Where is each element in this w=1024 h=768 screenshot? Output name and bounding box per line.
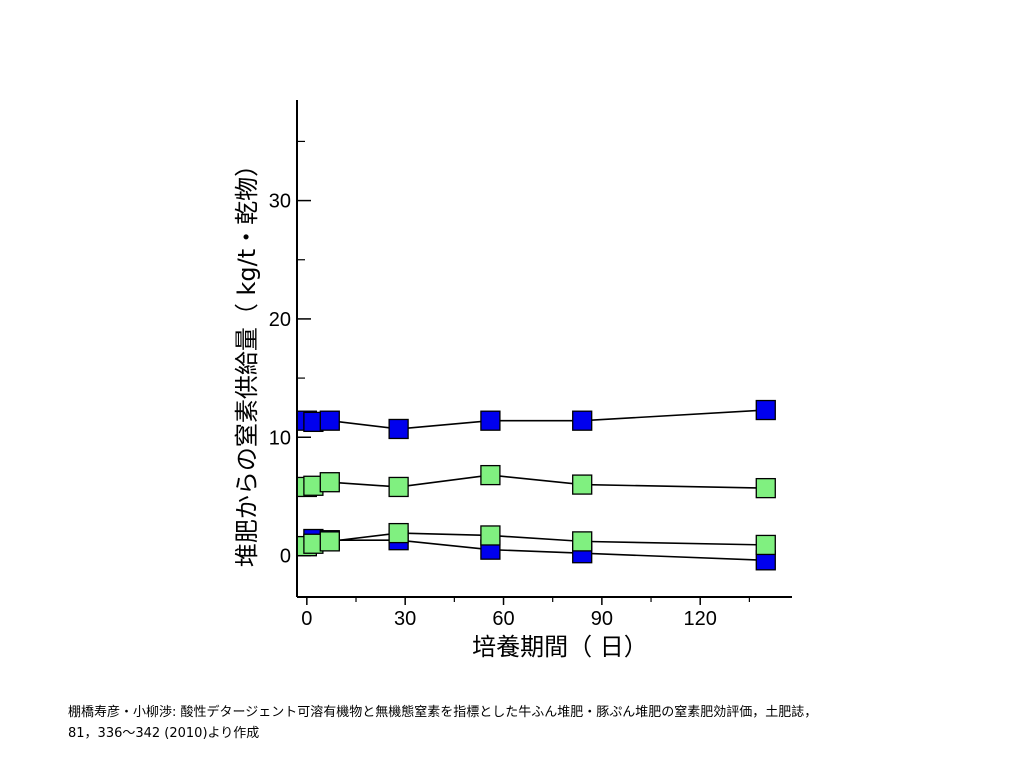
series-1-line	[306, 409, 766, 430]
y-tick-label: 10	[269, 427, 291, 449]
series-lines	[306, 409, 766, 562]
y-tick-label: 30	[269, 191, 291, 213]
series-2-point	[480, 464, 501, 486]
x-tick-label: 120	[684, 608, 717, 630]
y-axis-title: 堆肥からの窒素供給量（ kg/t・乾物）	[233, 153, 261, 567]
series-2-point	[388, 476, 409, 498]
x-axis-ticks: 0 30 60 90 120	[301, 597, 750, 630]
x-axis-title: 培養期間（ 日）	[472, 633, 648, 661]
series-markers	[296, 399, 776, 571]
nitrogen-supply-chart: 0 30 60 90 120 0 10 20 30 培養期間（ 日） 堆肥からの窒素供給量（ …	[233, 100, 792, 661]
y-axis-ticks: 0 10 20 30	[269, 140, 311, 568]
series-4-point	[319, 531, 340, 552]
y-tick-label: 0	[280, 546, 291, 568]
series-2-line	[306, 474, 766, 489]
series-4-point	[480, 525, 501, 546]
series-1-point	[480, 410, 501, 431]
series-1-point	[572, 410, 593, 431]
series-4-point	[572, 531, 593, 552]
x-tick-label: 0	[301, 608, 312, 630]
x-tick-label: 30	[394, 608, 416, 630]
series-3-line	[306, 538, 766, 562]
chart-axes	[296, 100, 792, 598]
citation-line-2: 81，336〜342 (2010)より作成	[68, 726, 260, 741]
series-1-point	[319, 410, 340, 431]
series-1-point	[755, 399, 776, 421]
series-2-point	[755, 477, 776, 499]
series-4-point	[755, 534, 776, 556]
series-4-point	[388, 522, 409, 544]
citation-line-1: 棚橋寿彦・小柳渉: 酸性デタージェント可溶有機物と無機態窒素を指標とした牛ふん堆…	[68, 705, 818, 720]
source-citation: 棚橋寿彦・小柳渉: 酸性デタージェント可溶有機物と無機態窒素を指標とした牛ふん堆…	[68, 702, 1008, 744]
x-tick-label: 90	[591, 608, 613, 630]
series-2-point	[572, 474, 593, 495]
series-2-point	[319, 472, 340, 493]
y-tick-label: 20	[269, 309, 291, 331]
x-tick-label: 60	[492, 608, 514, 630]
series-1-point	[388, 418, 409, 440]
